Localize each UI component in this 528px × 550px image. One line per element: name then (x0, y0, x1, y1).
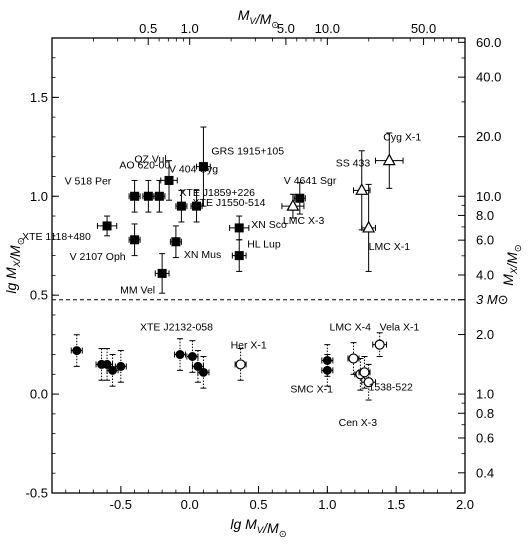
top-tick-label: 10.0 (315, 21, 340, 36)
data-point-circle (322, 355, 332, 365)
right-tick-label: 40.0 (476, 70, 501, 85)
point-label: SS 433 (336, 157, 371, 169)
point-label: XN Sco (251, 219, 287, 231)
right-tick-label: 0.8 (476, 406, 494, 421)
right-tick-label: 3 M⊙ (476, 292, 509, 307)
point-label: GRS 1915+105 (211, 146, 284, 158)
right-tick-label: 60.0 (476, 35, 501, 50)
right-tick-label: 1.0 (476, 387, 494, 402)
point-label: SMC X-1 (290, 383, 333, 395)
point-label: LMC X-4 (329, 321, 371, 333)
data-point-triangle (382, 153, 396, 166)
data-point-square (102, 221, 112, 231)
point-label: Cen X-3 (339, 417, 378, 429)
data-point-open-circle (359, 367, 370, 378)
point-label: MM Vel (120, 284, 155, 296)
point-label: LMC X-1 (369, 241, 411, 253)
right-tick-label: 6.0 (476, 233, 494, 248)
right-tick-label: 20.0 (476, 129, 501, 144)
point-label: XN Mus (184, 249, 221, 261)
data-point-square (295, 193, 305, 203)
right-tick-label: 4.0 (476, 267, 494, 282)
data-point-square (143, 191, 153, 201)
data-point-square (171, 237, 181, 247)
data-point-square (176, 201, 186, 211)
data-point-circle (72, 346, 82, 356)
data-point-circle (198, 367, 208, 377)
top-tick-label: 0.5 (139, 21, 157, 36)
right-tick-label: 0.4 (476, 465, 494, 480)
data-point-square (130, 191, 140, 201)
data-point-triangle (355, 183, 369, 195)
point-label: XTE 1118+480 (22, 231, 91, 243)
top-tick-label: 5.0 (277, 21, 295, 36)
x-tick-label: 1.5 (387, 497, 405, 512)
point-label: HL Lup (247, 239, 281, 251)
y-axis-title: lg MX/M⊙ (3, 237, 27, 293)
right-tick-label: 0.6 (476, 430, 494, 445)
point-label: 1538-522 (369, 381, 414, 393)
data-point-circle (187, 352, 197, 361)
point-label: V 4641 Sgr (284, 175, 337, 187)
y-tick-label: 1.5 (30, 90, 48, 105)
point-label: Her X-1 (231, 339, 267, 351)
point-label: AO 620-00 (119, 159, 170, 171)
right-tick-label: 10.0 (476, 189, 501, 204)
point-label: XTE J1859+226 (179, 187, 255, 199)
point-label: Cyg X-1 (383, 132, 421, 144)
data-point-square (130, 235, 140, 245)
right-tick-label: 8.0 (476, 208, 494, 223)
top-tick-label: 1.0 (181, 21, 199, 36)
top-axis-title: MV/M⊙ (238, 7, 280, 31)
y-tick-label: -0.5 (26, 486, 48, 501)
point-label: V 404 Cyg (169, 163, 218, 175)
y-tick-label: 0.5 (30, 288, 48, 303)
point-label: XTE J1550-514 (193, 197, 266, 209)
data-point-square (234, 251, 244, 261)
data-point-square (192, 201, 202, 211)
point-label: LMC X-3 (283, 215, 325, 227)
data-point-circle (322, 365, 332, 375)
data-point-open-circle (363, 377, 374, 388)
point-label: Vela X-1 (380, 322, 420, 334)
data-point-triangle (362, 220, 376, 233)
data-point-open-circle (374, 339, 385, 350)
point-label: XTE J2132-058 (140, 322, 213, 334)
data-point-square (234, 223, 244, 233)
data-point-circle (108, 365, 118, 375)
data-point-circle (116, 361, 126, 371)
data-point-circle (175, 350, 185, 360)
data-point-circle (102, 359, 112, 369)
point-label: V 2107 Oph (70, 251, 126, 263)
data-point-open-circle (235, 359, 246, 370)
data-point-square (198, 162, 208, 172)
x-tick-label: 1.0 (318, 497, 336, 512)
data-point-square (154, 191, 164, 201)
data-point-square (164, 175, 174, 185)
x-axis-title: lg MV/M⊙ (230, 516, 286, 540)
data-point-circle (193, 361, 203, 371)
data-point-open-circle (348, 353, 359, 364)
point-label: V 518 Per (65, 175, 112, 187)
right-axis-title: MX/M⊙ (500, 244, 524, 286)
top-tick-label: 50.0 (411, 21, 436, 36)
y-tick-label: 0.0 (30, 387, 48, 402)
y-tick-label: 1.0 (30, 189, 48, 204)
data-point-square (157, 268, 167, 278)
x-tick-label: -0.5 (110, 497, 132, 512)
x-tick-label: 2.0 (456, 497, 474, 512)
plot-frame (51, 37, 466, 494)
point-label: QZ Vul (134, 153, 166, 165)
right-tick-label: 2.0 (476, 327, 494, 342)
data-point-triangle (286, 198, 300, 211)
x-tick-label: 0.0 (181, 497, 199, 512)
x-tick-label: 0.5 (249, 497, 267, 512)
